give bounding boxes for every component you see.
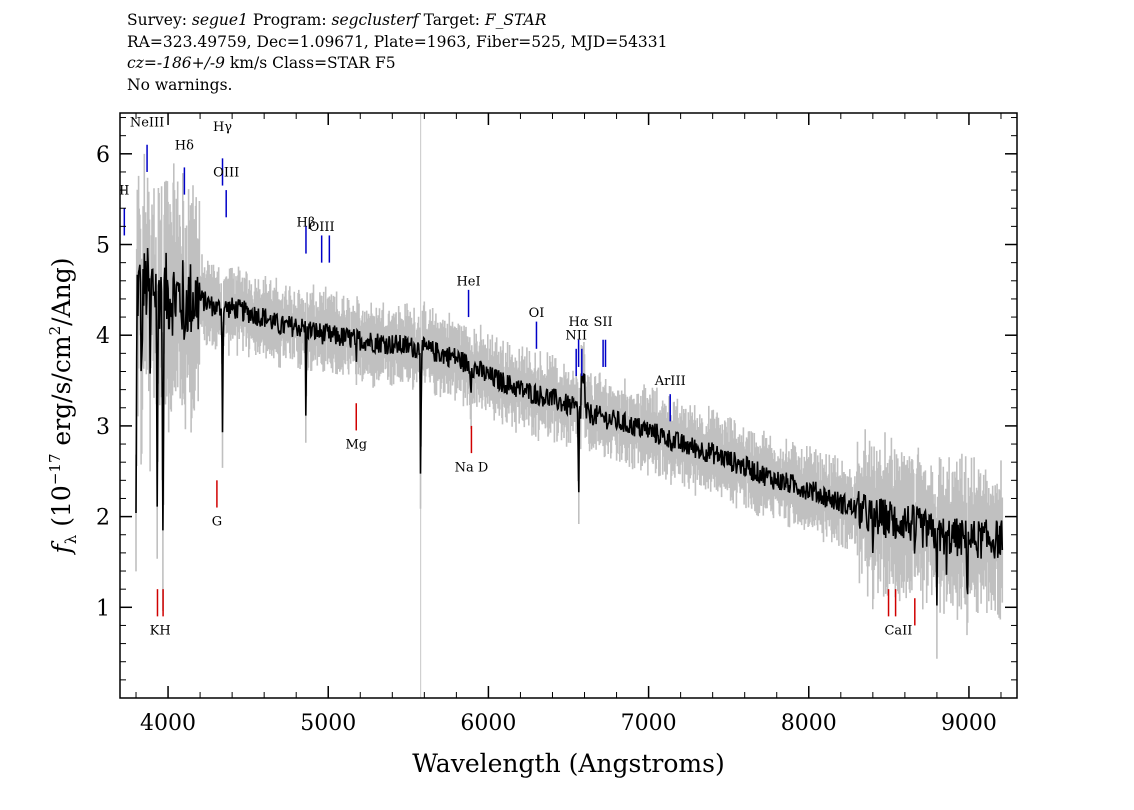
target-value: F_STAR <box>484 11 547 29</box>
y-axis-title: fλ (10−17 erg/s/cm2/Ang) <box>46 258 80 556</box>
emission-label-13: SII <box>594 315 613 330</box>
x-tick-label-4: 8000 <box>781 711 837 736</box>
emission-label-1: NeIII <box>130 116 164 131</box>
emission-label-15: ArIII <box>654 374 686 389</box>
absorption-label-nad: Na D <box>455 460 489 475</box>
cz-value: -186+/-9 <box>156 54 225 72</box>
absorption-label-kh: KH <box>150 624 171 639</box>
target-label: Target: <box>423 11 480 29</box>
emission-label-6: OIII <box>309 220 335 235</box>
y-tick-label-3: 4 <box>96 324 110 349</box>
y-tick-label-0: 1 <box>96 596 110 621</box>
program-label: Program: <box>252 11 327 29</box>
emission-label-0: II <box>119 184 129 199</box>
spectrum-layer <box>135 247 1004 606</box>
emission-label-3: Hγ <box>213 120 232 135</box>
absorption-label-caii: CaII <box>884 624 912 639</box>
cz-label: cz= <box>127 54 157 72</box>
emission-label-5: Hβ <box>297 215 316 230</box>
emission-label-10: NII <box>565 329 587 344</box>
plot-frame <box>119 112 1018 699</box>
y-tick-label-5: 6 <box>96 143 110 168</box>
emission-label-8: HeI <box>456 274 480 289</box>
survey-label: Survey: <box>127 11 187 29</box>
y-tick-label-1: 2 <box>96 506 110 531</box>
y-tick-label-4: 5 <box>96 234 110 259</box>
class-text: km/s Class=STAR F5 <box>224 54 396 72</box>
absorption-label-mg: Mg <box>345 438 367 453</box>
absorption-label-g: G <box>212 515 222 530</box>
x-tick-label-1: 5000 <box>300 711 356 736</box>
emission-label-2: Hδ <box>175 138 194 153</box>
header-line-redshift: cz=-186+/-9 km/s Class=STAR F5 <box>127 53 668 75</box>
x-tick-label-0: 4000 <box>140 711 196 736</box>
spectrum-header: Survey: segue1 Program: segclusterf Targ… <box>127 10 668 96</box>
ticks-layer: 4000 5000 6000 7000 8000 9000 1 2 3 4 5 6 <box>96 113 1017 736</box>
header-line-survey: Survey: segue1 Program: segclusterf Targ… <box>127 10 668 32</box>
x-tick-label-5: 9000 <box>941 711 997 736</box>
header-line-coords: RA=323.49759, Dec=1.09671, Plate=1963, F… <box>127 32 668 51</box>
header-line-warnings: No warnings. <box>127 75 233 94</box>
emission-label-9: OI <box>529 306 545 321</box>
y-tick-label-2: 3 <box>96 415 110 440</box>
emission-label-4: OIII <box>213 165 239 180</box>
spectrum-line <box>135 247 1004 606</box>
survey-value: segue1 <box>191 11 248 29</box>
program-value: segclusterf <box>331 11 419 29</box>
x-tick-label-3: 7000 <box>621 711 677 736</box>
emission-label-11: Hα <box>569 315 589 330</box>
x-tick-label-2: 6000 <box>460 711 516 736</box>
x-axis-title: Wavelength (Angstroms) <box>412 749 724 778</box>
